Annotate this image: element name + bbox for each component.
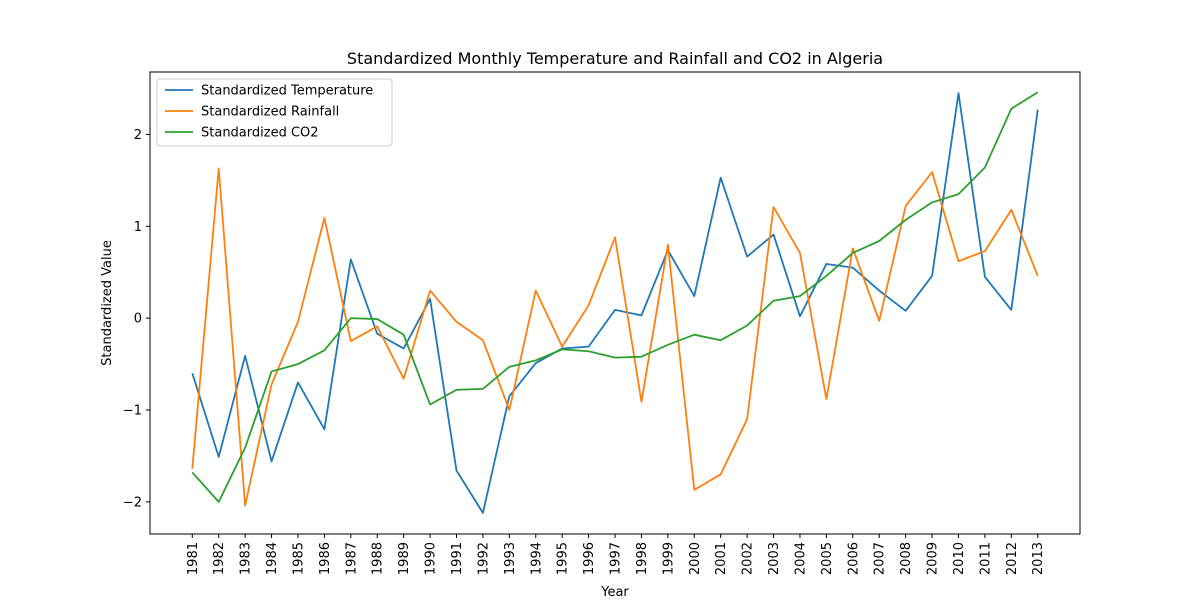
x-tick-label: 1987 [344,542,359,575]
x-tick-label: 1993 [503,542,518,575]
legend-label-standardized-co2: Standardized CO2 [201,126,319,141]
x-tick-label: 2007 [873,542,888,575]
x-tick-label: 2001 [714,542,729,575]
x-axis-label: Year [600,585,629,600]
y-tick-label: 2 [134,128,142,143]
x-tick-label: 1983 [239,542,254,575]
x-tick-label: 1982 [212,542,227,575]
legend-label-standardized-temperature: Standardized Temperature [201,84,373,99]
y-tick-label: 0 [134,312,142,327]
series-line-standardized-rainfall [191,167,1039,507]
x-tick-label: 1986 [318,542,333,575]
y-tick-label: −2 [123,495,142,510]
plot-frame [149,71,1081,535]
x-tick-label: 2003 [767,542,782,575]
x-tick-label: 2008 [899,542,914,575]
x-tick-label: 2011 [978,542,993,575]
x-tick-label: 1988 [371,542,386,575]
legend: Standardized Temperature Standardized Rai… [156,78,393,147]
x-tick-label: 1999 [661,542,676,575]
series-line-standardized-co2 [191,91,1039,503]
legend-box [156,78,393,147]
series-line-standardized-temperature [191,92,1039,514]
x-tick-label: 1990 [424,542,439,575]
x-tick-label: 1985 [291,542,306,575]
x-tick-label: 2006 [846,542,861,575]
x-tick-label: 1981 [186,542,201,575]
x-tick-label: 2013 [1031,542,1046,575]
x-tick-label: 1994 [529,542,544,575]
x-tick-label: 2009 [926,542,941,575]
x-tick-label: 2004 [793,542,808,575]
y-tick-label: 1 [134,220,142,235]
x-tick-label: 1989 [397,542,412,575]
plot-area: −2 −1 0 1 2 1981 1982 1983 1984 1985 1986 1987 1988 1… [123,91,1046,575]
legend-label-standardized-rainfall: Standardized Rainfall [201,105,339,120]
x-tick-label: 2010 [952,542,967,575]
x-tick-label: 2012 [1005,542,1020,575]
x-tick-label: 2002 [741,542,756,575]
x-tick-label: 1995 [556,542,571,575]
x-tick-label: 2000 [688,542,703,575]
x-tick-label: 1991 [450,542,465,575]
x-tick-label: 1997 [609,542,624,575]
x-tick-label: 1984 [265,542,280,575]
x-tick-label: 1996 [582,542,597,575]
y-axis-label: Standardized Value [100,240,115,366]
x-tick-label: 2005 [820,542,835,575]
chart-title: Standardized Monthly Temperature and Rai… [347,49,883,68]
x-tick-label: 1992 [476,542,491,575]
y-tick-label: −1 [123,404,142,419]
x-tick-label: 1998 [635,542,650,575]
